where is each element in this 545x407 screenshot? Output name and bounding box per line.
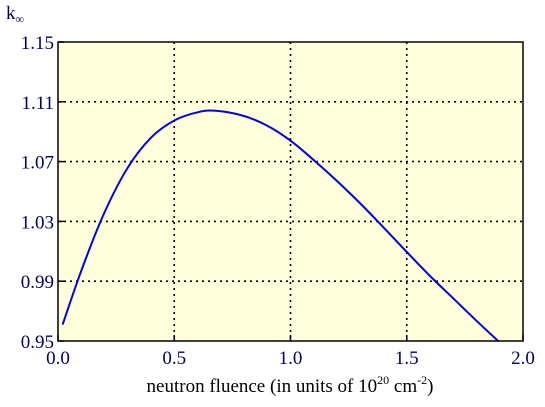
- y-tick-label: 1.03: [21, 212, 54, 233]
- x-axis-label-mid: cm: [389, 376, 417, 397]
- series-line: [61, 109, 500, 341]
- x-tick-label: 2.0: [511, 348, 535, 369]
- y-tick-label: 0.99: [21, 272, 54, 293]
- y-axis-label-main: k: [6, 3, 16, 24]
- x-tick-label: 0.0: [46, 348, 70, 369]
- y-tick-label: 0.95: [21, 332, 54, 353]
- y-axis-label-sub: ∞: [16, 12, 25, 26]
- y-tick-label: 1.15: [21, 33, 54, 54]
- x-axis-label-exp2: -2: [417, 373, 427, 387]
- y-tick-labels: 0.95 0.99 1.03 1.07 1.11 1.15: [21, 33, 54, 353]
- x-axis-label-exp1: 20: [377, 373, 389, 387]
- x-axis-label: neutron fluence (in units of 1020 cm-2): [147, 373, 434, 397]
- y-axis-label: k∞: [6, 3, 24, 26]
- ticks: [57, 41, 524, 342]
- y-tick-label: 1.11: [21, 93, 54, 114]
- grid: [58, 42, 523, 341]
- x-tick-label: 1.5: [395, 348, 419, 369]
- x-tick-label: 0.5: [162, 348, 186, 369]
- plot-area: [58, 42, 523, 341]
- x-tick-label: 1.0: [279, 348, 303, 369]
- x-tick-labels: 0.0 0.5 1.0 1.5 2.0: [46, 348, 535, 369]
- x-axis-label-main: neutron fluence (in units of 10: [147, 376, 378, 397]
- y-tick-label: 1.07: [21, 153, 54, 174]
- x-axis-label-end: ): [427, 376, 433, 397]
